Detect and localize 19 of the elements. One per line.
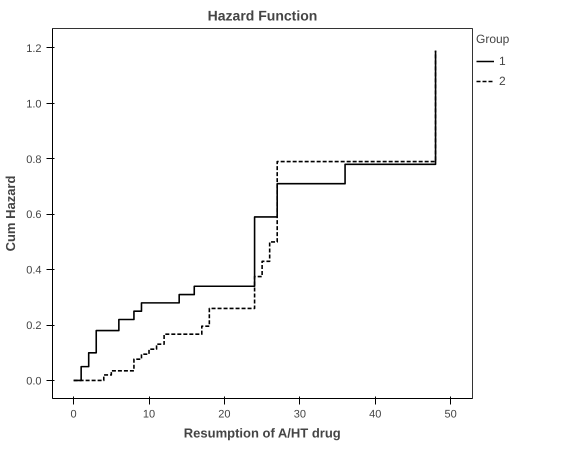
y-tick-label: 0.0 [26, 375, 42, 388]
x-tick-label: 40 [369, 408, 382, 420]
y-tick-label: 1.0 [26, 98, 42, 110]
legend-label: 1 [499, 54, 507, 68]
y-tick-label: 1.2 [26, 42, 42, 55]
x-tick-label: 30 [294, 408, 306, 420]
y-tick-label: 0.4 [26, 264, 42, 277]
legend-label: 2 [499, 74, 507, 88]
y-axis-title: Cum Hazard [3, 176, 18, 252]
x-tick-label: 50 [444, 408, 457, 420]
chart-title: Hazard Function [208, 8, 318, 24]
legend-title: Group [476, 32, 510, 46]
x-tick-label: 0 [70, 408, 77, 420]
y-tick-label: 0.6 [26, 209, 42, 222]
y-tick-label: 0.8 [26, 154, 42, 166]
x-axis-title: Resumption of A/HT drug [184, 426, 341, 440]
x-tick-label: 10 [142, 408, 156, 420]
y-tick-label: 0.2 [26, 320, 42, 332]
x-tick-label: 20 [218, 408, 231, 420]
